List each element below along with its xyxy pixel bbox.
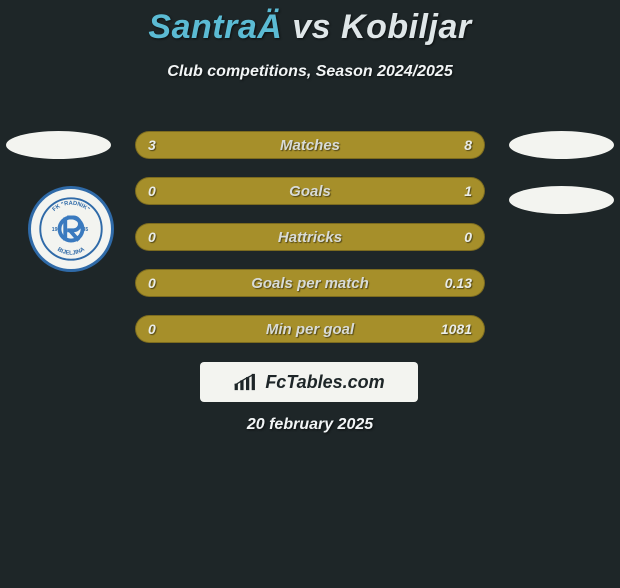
subtitle: Club competitions, Season 2024/2025 — [0, 63, 620, 81]
stats-container: 3 Matches 8 0 Goals 1 0 Hattricks 0 0 Go… — [135, 131, 485, 361]
player2-avatar — [509, 131, 614, 159]
stat-row-goals: 0 Goals 1 — [135, 177, 485, 205]
branding-text: FcTables.com — [265, 372, 384, 393]
stat-row-goals-per-match: 0 Goals per match 0.13 — [135, 269, 485, 297]
stat-label: Goals per match — [136, 270, 484, 296]
logo-year-left: 19 — [52, 227, 58, 233]
date-text: 20 february 2025 — [0, 416, 620, 434]
player2-club-avatar — [509, 186, 614, 214]
club-logo-svg: FK "RADNIK" BIJELJINA 19 45 — [39, 197, 103, 261]
page-title: SantraÄ vs Kobiljar — [0, 8, 620, 47]
stat-label: Matches — [136, 132, 484, 158]
vs-text: vs — [292, 8, 331, 46]
branding-badge: FcTables.com — [200, 362, 418, 402]
stat-row-min-per-goal: 0 Min per goal 1081 — [135, 315, 485, 343]
player1-club-logo: FK "RADNIK" BIJELJINA 19 45 — [28, 186, 114, 272]
player1-avatar — [6, 131, 111, 159]
stat-row-hattricks: 0 Hattricks 0 — [135, 223, 485, 251]
stat-right-value: 8 — [464, 132, 472, 158]
stat-right-value: 1081 — [441, 316, 472, 342]
stat-right-value: 1 — [464, 178, 472, 204]
stat-right-value: 0.13 — [445, 270, 472, 296]
player1-name: SantraÄ — [148, 8, 282, 46]
stat-label: Hattricks — [136, 224, 484, 250]
stat-label: Min per goal — [136, 316, 484, 342]
stat-right-value: 0 — [464, 224, 472, 250]
bar-chart-icon — [233, 372, 259, 392]
stat-row-matches: 3 Matches 8 — [135, 131, 485, 159]
player2-name: Kobiljar — [341, 8, 472, 46]
stat-label: Goals — [136, 178, 484, 204]
